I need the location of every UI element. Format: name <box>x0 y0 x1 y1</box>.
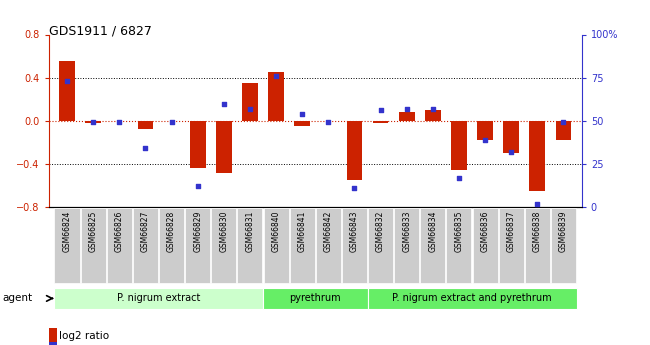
Bar <box>242 83 258 121</box>
Text: GSM66833: GSM66833 <box>402 211 411 252</box>
Text: P. nigrum extract: P. nigrum extract <box>117 294 200 303</box>
Bar <box>294 121 310 126</box>
FancyBboxPatch shape <box>237 208 263 283</box>
Point <box>375 108 385 113</box>
Bar <box>216 121 231 172</box>
Point <box>428 106 438 111</box>
Point <box>62 78 72 84</box>
Point <box>192 184 203 189</box>
FancyBboxPatch shape <box>81 208 106 283</box>
FancyBboxPatch shape <box>263 287 367 309</box>
Point <box>245 106 255 111</box>
Text: GSM66827: GSM66827 <box>141 211 150 252</box>
Bar <box>451 121 467 170</box>
FancyBboxPatch shape <box>263 208 289 283</box>
Text: GSM66839: GSM66839 <box>559 211 568 252</box>
Point <box>323 120 333 125</box>
Text: GSM66826: GSM66826 <box>115 211 124 252</box>
FancyBboxPatch shape <box>551 208 576 283</box>
Bar <box>425 110 441 121</box>
Text: GSM66842: GSM66842 <box>324 211 333 252</box>
Point <box>454 175 464 180</box>
FancyBboxPatch shape <box>499 208 524 283</box>
Point <box>271 73 281 79</box>
Text: GSM66832: GSM66832 <box>376 211 385 252</box>
Bar <box>372 121 389 123</box>
Bar <box>59 61 75 121</box>
FancyBboxPatch shape <box>447 208 471 283</box>
Text: GSM66838: GSM66838 <box>533 211 542 252</box>
Text: GDS1911 / 6827: GDS1911 / 6827 <box>49 24 151 37</box>
Point <box>140 146 151 151</box>
Point <box>480 137 490 142</box>
Bar <box>85 121 101 123</box>
Text: pyrethrum: pyrethrum <box>289 294 341 303</box>
FancyBboxPatch shape <box>342 208 367 283</box>
Point <box>166 120 177 125</box>
Point <box>114 120 125 125</box>
Bar <box>556 121 571 140</box>
Text: GSM66843: GSM66843 <box>350 211 359 252</box>
Text: GSM66830: GSM66830 <box>219 211 228 252</box>
FancyBboxPatch shape <box>525 208 550 283</box>
Text: GSM66841: GSM66841 <box>298 211 307 252</box>
FancyBboxPatch shape <box>316 208 341 283</box>
FancyBboxPatch shape <box>185 208 210 283</box>
Bar <box>346 121 362 180</box>
FancyBboxPatch shape <box>54 287 263 309</box>
Point <box>558 120 569 125</box>
Point <box>402 106 412 111</box>
Text: GSM66824: GSM66824 <box>62 211 72 252</box>
Text: GSM66834: GSM66834 <box>428 211 437 252</box>
Text: GSM66836: GSM66836 <box>480 211 489 252</box>
FancyBboxPatch shape <box>368 208 393 283</box>
FancyBboxPatch shape <box>159 208 184 283</box>
Point <box>506 149 516 155</box>
FancyBboxPatch shape <box>133 208 158 283</box>
Text: agent: agent <box>2 294 32 303</box>
FancyBboxPatch shape <box>473 208 498 283</box>
Text: GSM66829: GSM66829 <box>193 211 202 252</box>
FancyBboxPatch shape <box>211 208 237 283</box>
Point <box>532 201 543 206</box>
Bar <box>530 121 545 191</box>
Bar <box>477 121 493 140</box>
Text: log2 ratio: log2 ratio <box>59 332 109 341</box>
Bar <box>503 121 519 153</box>
FancyBboxPatch shape <box>394 208 419 283</box>
Bar <box>138 121 153 129</box>
FancyBboxPatch shape <box>290 208 315 283</box>
FancyBboxPatch shape <box>367 287 577 309</box>
Bar <box>268 72 284 121</box>
Text: GSM66831: GSM66831 <box>246 211 254 252</box>
FancyBboxPatch shape <box>107 208 132 283</box>
Text: GSM66837: GSM66837 <box>507 211 515 252</box>
Bar <box>399 112 415 121</box>
Text: GSM66828: GSM66828 <box>167 211 176 252</box>
Point <box>349 185 359 191</box>
Point <box>297 111 307 117</box>
FancyBboxPatch shape <box>55 208 79 283</box>
Point <box>218 101 229 106</box>
Bar <box>190 121 205 168</box>
FancyBboxPatch shape <box>421 208 445 283</box>
Text: GSM66825: GSM66825 <box>88 211 98 252</box>
Text: GSM66835: GSM66835 <box>454 211 463 252</box>
Point <box>88 120 98 125</box>
Text: GSM66840: GSM66840 <box>272 211 281 252</box>
Text: P. nigrum extract and pyrethrum: P. nigrum extract and pyrethrum <box>392 294 552 303</box>
